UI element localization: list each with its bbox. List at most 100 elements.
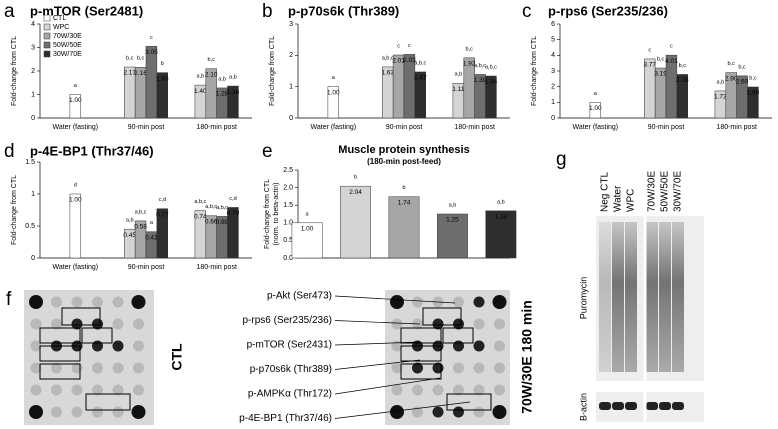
array-spot [412,406,423,418]
array-spot [112,340,124,352]
array-spot [391,384,403,396]
array-spot [92,406,103,418]
legend-swatch [43,32,51,40]
x-tick-label: 90-min post [386,124,423,131]
value-label: 0.41 [145,234,158,241]
array-spot [133,340,144,352]
panel-letter: a [4,1,15,22]
array-spot [494,318,505,330]
array-spot [131,405,146,419]
significance-letter: b,c [749,75,757,81]
actin-band [599,402,611,410]
protein-label: p-mTOR (Ser2431) [247,340,332,351]
significance-letter: b,c [738,64,746,70]
significance-letter: b,c [126,55,134,61]
value-label: 1.00 [69,97,82,104]
x-tick-label: 180-min post [196,124,237,131]
array-spot [133,362,144,374]
significance-letter: a,b [197,74,205,80]
y-tick-label: 0 [31,115,35,122]
highlight-box [39,327,81,344]
panel-letter: g [556,149,567,170]
legend-swatch [43,23,51,31]
array-spot [494,362,505,374]
array-spot [51,406,62,418]
significance-letter: a [332,75,336,81]
significance-letter: a,b [126,218,134,224]
value-label: 3.05 [145,49,158,56]
significance-letter: b [354,175,357,181]
bar [291,222,323,259]
bar [69,193,82,259]
array-spot [92,296,103,308]
y-tick-label: 0.5 [25,223,35,230]
y-tick-label: 0 [31,255,35,262]
array-spot [133,318,144,330]
array-spot [453,296,464,308]
value-label: 0.58 [134,224,147,231]
value-label: 2.16 [134,70,147,77]
value-label: 1.92 [463,61,476,68]
significance-letter: a,b [229,74,237,80]
x-tick-label: 90-min post [128,264,165,271]
value-label: 1.00 [327,89,340,96]
value-label: 3.77 [643,62,656,69]
significance-letter: c [670,44,673,50]
lane-label: 50W/50E [660,171,671,212]
significance-letter: a [594,91,598,97]
value-label: 1.34 [495,214,508,221]
significance-letter: c,d [229,196,236,202]
x-tick-label: Water (fasting) [311,124,357,131]
bar [156,72,168,119]
value-label: 1.39 [474,77,487,84]
chart-title: p-p70s6k (Thr389) [288,3,399,18]
significance-letter: a,b,c [382,55,394,61]
array-spot [92,362,103,374]
significance-letter: a,b,c [205,204,217,210]
y-tick-label: 3 [551,68,555,75]
array-spot [71,296,83,308]
array-spot [492,295,507,309]
protein-label: p-4E-BP1 (Thr37/46) [239,413,332,424]
significance-letter: a,b,c [216,205,228,211]
leader-line [334,401,471,419]
array-spot [473,340,485,352]
significance-letter: b [402,185,405,191]
value-label: 2.17 [123,70,136,77]
array-spot [71,318,83,330]
value-label: 0.65 [216,219,229,226]
array-spot [494,384,505,396]
lane [625,222,637,372]
value-label: 1.25 [446,217,459,224]
lane [672,222,684,372]
blot-caption: 70W/30E 180 min [519,300,535,414]
bar [69,94,82,119]
lane-label: Water [613,185,624,212]
leader-line [334,377,441,395]
array-spot [473,406,485,418]
significance-letter: b,c [679,63,687,69]
highlight-box [400,363,442,380]
value-label: 2.03 [403,57,416,64]
array-spot [92,384,103,396]
y-tick-label: 2.0 [283,184,293,191]
y-tick-label: 4 [551,52,555,59]
leader-line [334,341,421,346]
array-spot [391,318,403,330]
actin-band [625,402,637,410]
bar [327,86,340,119]
y-tick-label: 0 [289,115,293,122]
legend-label: WPC [53,24,69,31]
x-tick-label: 90-min post [128,124,165,131]
significance-letter: a [306,211,310,217]
significance-letter: c [648,47,651,53]
lane-label: 70W/30E [647,171,658,212]
bar [340,185,371,259]
legend-swatch [43,50,51,58]
significance-letter: a [150,220,154,226]
significance-letter: a,b [455,72,463,78]
array-spot [432,318,444,330]
lane [659,222,671,372]
protein-label: p-AMPKα (Thr172) [248,389,332,400]
